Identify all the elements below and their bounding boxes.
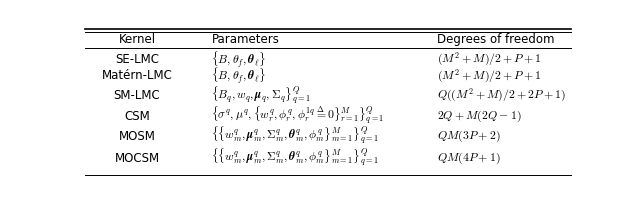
Text: Matérn-LMC: Matérn-LMC — [102, 69, 172, 82]
Text: $Q((M^2+M)/2+2P+1)$: $Q((M^2+M)/2+2P+1)$ — [437, 87, 566, 104]
Text: SE-LMC: SE-LMC — [115, 53, 159, 66]
Text: SM-LMC: SM-LMC — [114, 89, 161, 102]
Text: $\{\sigma^q, \mu^q, \{w_r^q, \phi_r^q, \phi_r^{1q}\overset{\Delta}{=}0\}_{r=1}^{: $\{\sigma^q, \mu^q, \{w_r^q, \phi_r^q, \… — [211, 105, 385, 127]
Text: $QM(4P+1)$: $QM(4P+1)$ — [437, 151, 500, 166]
Text: $\{B, \theta_f, \boldsymbol{\theta}_\ell\}$: $\{B, \theta_f, \boldsymbol{\theta}_\ell… — [211, 65, 266, 86]
Text: $(M^2+M)/2+P+1$: $(M^2+M)/2+P+1$ — [437, 67, 541, 85]
Text: $2Q+M(2Q-1)$: $2Q+M(2Q-1)$ — [437, 109, 522, 124]
Text: $\{\{w_m^q, \boldsymbol{\mu}_m^q, \Sigma_m^q, \boldsymbol{\theta}_m^q, \phi_m^q\: $\{\{w_m^q, \boldsymbol{\mu}_m^q, \Sigma… — [211, 125, 379, 147]
Text: $QM(3P+2)$: $QM(3P+2)$ — [437, 129, 500, 144]
Text: Degrees of freedom: Degrees of freedom — [437, 33, 555, 47]
Text: Table 2: Comparison of kernels for MOGPs and their methods [5].: Table 2: Comparison of kernels for MOGPs… — [159, 13, 497, 23]
Text: MOSM: MOSM — [118, 130, 156, 143]
Text: Kernel: Kernel — [118, 33, 156, 47]
Text: $\{B_q, w_q, \boldsymbol{\mu}_q, \Sigma_q\}_{q=1}^{Q}$: $\{B_q, w_q, \boldsymbol{\mu}_q, \Sigma_… — [211, 85, 311, 107]
Text: $\{\{w_m^q, \boldsymbol{\mu}_m^q, \Sigma_m^q, \boldsymbol{\theta}_m^q, \phi_m^q\: $\{\{w_m^q, \boldsymbol{\mu}_m^q, \Sigma… — [211, 147, 379, 169]
Text: MOCSM: MOCSM — [115, 152, 159, 165]
Text: $(M^2+M)/2+P+1$: $(M^2+M)/2+P+1$ — [437, 51, 541, 68]
Text: CSM: CSM — [124, 110, 150, 123]
Text: Parameters: Parameters — [211, 33, 279, 47]
Text: $\{B, \theta_f, \boldsymbol{\theta}_\ell\}$: $\{B, \theta_f, \boldsymbol{\theta}_\ell… — [211, 49, 266, 70]
